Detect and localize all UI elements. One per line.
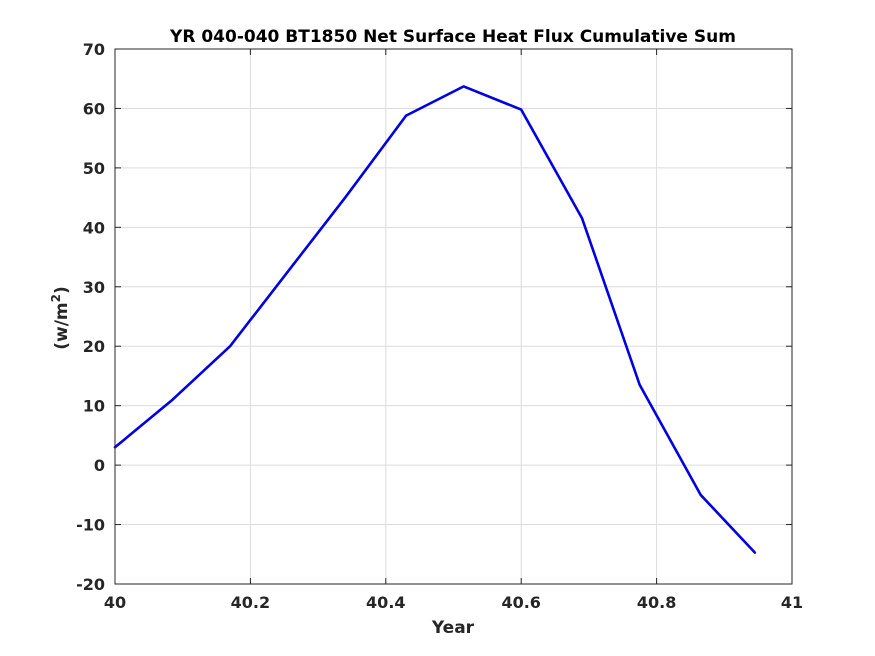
x-tick-labels: 40 40.2 40.4 40.6 40.8 41 — [104, 593, 803, 612]
y-tick-label: 0 — [94, 456, 105, 475]
y-tick-label: 60 — [83, 99, 105, 118]
x-tick-label: 40.6 — [501, 593, 540, 612]
y-tick-labels: -20 -10 0 10 20 30 40 50 60 70 — [76, 40, 105, 594]
chart-title: YR 040-040 BT1850 Net Surface Heat Flux … — [169, 27, 736, 47]
y-tick-label: 70 — [83, 40, 105, 59]
y-tick-label: -10 — [76, 516, 105, 535]
y-axis-label-superscript: 2 — [49, 294, 63, 302]
series-lines — [113, 85, 757, 554]
y-tick-label: 50 — [83, 159, 105, 178]
x-axis-label: Year — [431, 618, 475, 638]
gridlines — [114, 48, 793, 585]
y-tick-label: 40 — [83, 218, 105, 237]
y-tick-label: 10 — [83, 397, 105, 416]
series-line — [113, 85, 757, 554]
plot-area-frame — [114, 48, 793, 585]
y-tick-label: -20 — [76, 575, 105, 594]
x-tick-label: 41 — [781, 593, 803, 612]
y-tick-label: 20 — [83, 337, 105, 356]
y-axis-label-main: (w/m — [52, 302, 72, 349]
y-axis-label: (w/m2) — [49, 286, 72, 350]
y-tick-label: 30 — [83, 278, 105, 297]
x-tick-label: 40.4 — [366, 593, 405, 612]
x-tick-label: 40.8 — [637, 593, 676, 612]
x-tick-label: 40.2 — [231, 593, 270, 612]
x-tick-label: 40 — [104, 593, 126, 612]
tick-marks — [114, 48, 793, 585]
y-axis-label-close: ) — [52, 286, 72, 294]
